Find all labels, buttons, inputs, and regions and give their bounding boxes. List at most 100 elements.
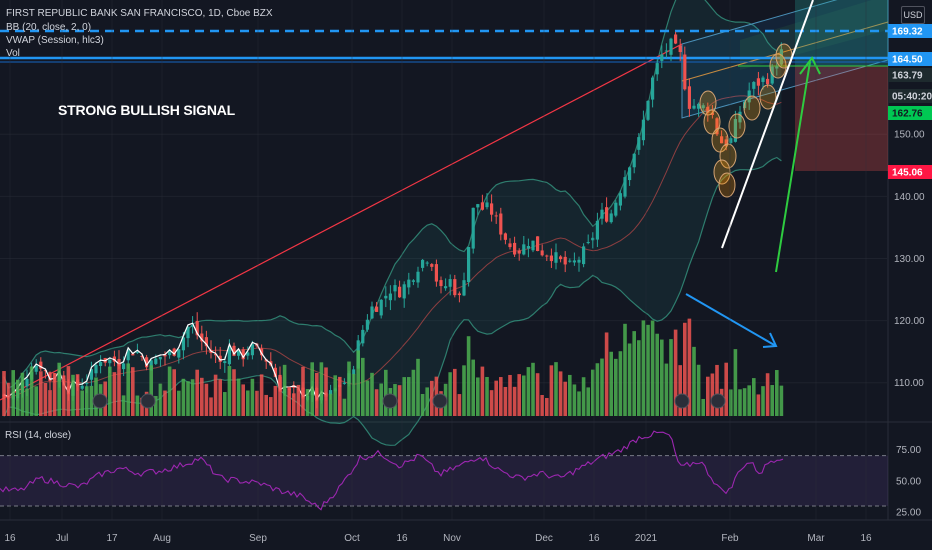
volume-bar [282,364,287,416]
volume-bar [480,366,485,416]
candle [600,202,604,225]
volume-bar [34,386,38,416]
volume-bar [52,373,57,416]
price-tag-bg [888,68,932,82]
volume-bar [287,386,291,416]
candle [674,31,678,45]
volume-bar [241,384,245,416]
candle [540,244,544,257]
candle-body [490,203,494,215]
candle [462,272,466,297]
candle-body [145,357,149,368]
volume-bar [218,379,222,416]
volume-bar [269,397,273,416]
volume-bar [489,390,494,416]
candle [361,325,365,347]
price-tag-label: 169.32 [892,27,923,38]
candle-body [485,202,489,208]
volume-bar [595,363,600,416]
rsi-title[interactable]: RSI (14, close) [5,430,72,441]
time-tick-label: 16 [588,533,600,544]
volume-bar [190,379,195,416]
volume-indicator-label[interactable]: Vol [6,48,20,59]
candle-body [89,369,93,380]
candle [218,346,222,370]
volume-bar [733,349,738,416]
volume-bar [250,378,255,416]
candle-body [669,38,673,55]
candle [172,347,176,357]
volume-bar [167,366,172,416]
volume-bar [508,374,512,416]
candle-body [34,365,38,372]
candle-body [218,355,222,362]
volume-bar [324,367,328,416]
volume-bar [112,372,117,416]
candle-body [540,250,544,256]
volume-bar [236,378,241,416]
volume-bar [39,371,43,416]
candle [687,78,691,117]
volume-bar [158,383,163,416]
volume-bar [75,374,80,416]
candle-body [733,119,737,142]
time-tick-label: Oct [344,533,360,544]
volume-bar [747,385,751,416]
price-tick-label: 140.00 [894,192,925,203]
volume-bar [765,373,770,416]
candle [490,194,494,222]
volume-bar [623,323,627,416]
earnings-marker [674,393,690,409]
candle-body [692,105,696,109]
candle [407,272,411,295]
price-tag: 163.79 [888,68,932,82]
candle-body [444,286,448,289]
candle [729,136,733,145]
candle [379,298,383,319]
candle [145,354,149,371]
candle-body [706,106,710,113]
candle-body [609,213,613,223]
candle [513,236,517,257]
candle [112,350,116,367]
volume-bar [549,365,554,416]
candle-body [701,105,705,109]
volume-bar [715,364,719,416]
volume-bar [172,369,176,416]
volume-bar [255,390,259,416]
volume-bar [476,377,480,416]
volume-bar [402,377,406,416]
pattern-circle [769,53,787,79]
time-tick-label: Feb [721,533,739,544]
bb-indicator-label[interactable]: BB (20, close, 2, 0) [6,22,92,33]
candle-body [246,352,250,356]
candle-body [752,82,756,89]
candle-body [241,349,245,360]
currency-label[interactable]: USD [901,6,925,24]
volume-bar [742,388,747,416]
volume-bar [692,346,696,416]
price-tag: 164.50 [888,52,932,66]
candle-body [503,233,507,240]
candle-body [738,111,742,123]
volume-bar [384,369,388,416]
marker-circle [432,393,448,409]
candle [499,207,503,241]
volume-bar [181,378,186,416]
volume-bar [618,351,623,416]
pattern-circle [759,84,777,110]
candle-body [158,356,162,360]
candle-body [214,353,218,356]
volume-bar [48,390,52,416]
volume-bar [729,389,733,416]
volume-bar [397,385,402,416]
price-tick-label: 130.00 [894,254,925,265]
symbol-title[interactable]: FIRST REPUBLIC BANK SAN FRANCISCO, 1D, C… [6,8,273,19]
volume-bar [29,366,34,416]
candle [398,280,402,298]
vwap-indicator-label[interactable]: VWAP (Session, hlc3) [6,35,104,46]
volume-bar [637,340,641,416]
volume-bar [591,369,595,416]
volume-bar [609,351,613,416]
